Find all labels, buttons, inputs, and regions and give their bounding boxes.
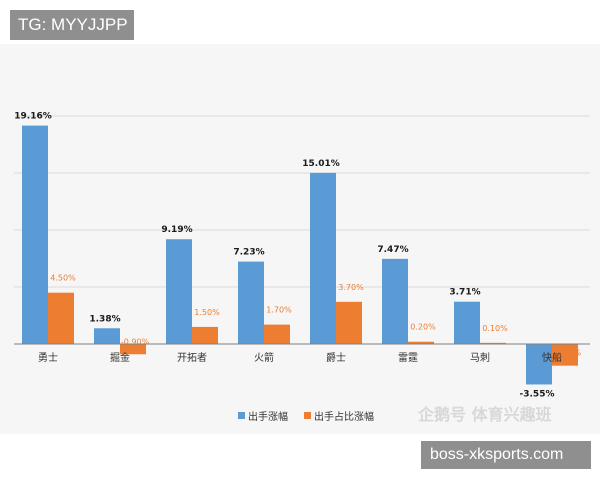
gridlines (14, 115, 590, 288)
data-labels: 19.16% 1.38% 9.19% 7.23% 15.01% 7.47% 3.71% -3.… (14, 112, 581, 400)
data-label-series-2: 0.20% (410, 323, 436, 332)
bar-chart: 19.16% 1.38% 9.19% 7.23% 15.01% 7.47% 3.71% -3.… (14, 112, 590, 424)
bar-2 (480, 342, 506, 344)
bar-1 (526, 344, 552, 385)
data-label-series-2: 4.50% (50, 274, 76, 283)
category-label: 勇士 (38, 351, 58, 364)
legend-swatch-series-1 (238, 412, 245, 419)
category-label: 掘金 (110, 351, 130, 364)
data-label-series-2: 3.70% (338, 283, 364, 292)
legend-label-series-1: 出手涨幅 (248, 410, 288, 423)
data-label-series-1: 7.47% (377, 245, 408, 255)
bar-1 (310, 172, 336, 344)
legend-label-series-2: 出手占比涨幅 (314, 410, 374, 423)
chart-panel: 19.16% 1.38% 9.19% 7.23% 15.01% 7.47% 3.71% -3.… (0, 44, 600, 434)
legend: 出手涨幅 出手占比涨幅 (238, 410, 374, 423)
axis: 勇士 掘金 开拓者 火箭 爵士 雷霆 马刺 快船 (14, 343, 590, 364)
data-label-series-2: 1.70% (266, 306, 292, 315)
data-label-series-1: 15.01% (302, 159, 340, 169)
bar-1 (382, 258, 408, 344)
data-label-series-1: 9.19% (161, 225, 192, 235)
bar-1 (22, 125, 48, 345)
data-label-series-1: 1.38% (89, 314, 120, 324)
category-label: 马刺 (470, 352, 490, 364)
bar-2 (120, 344, 146, 355)
bar-1 (166, 239, 192, 344)
data-label-series-1: 19.16% (14, 112, 52, 122)
bar-2 (48, 292, 74, 344)
bars (22, 125, 578, 385)
category-label: 火箭 (254, 351, 274, 364)
watermark: 企鹅号 体育兴趣班 (417, 405, 552, 424)
category-label: 雷霆 (398, 352, 418, 364)
category-label: 开拓者 (177, 352, 207, 364)
data-label-series-2: 0.10% (482, 324, 508, 333)
bar-2 (336, 301, 362, 344)
data-label-series-1: 3.71% (449, 288, 480, 298)
bar-1 (238, 261, 264, 344)
legend-swatch-series-2 (304, 412, 311, 419)
data-label-series-1: -3.55% (520, 389, 555, 399)
footer-tag: boss-xksports.com (421, 441, 591, 469)
bar-2 (408, 341, 434, 344)
bar-1 (454, 301, 480, 344)
data-label-series-2: -1.90% (553, 349, 582, 358)
data-label-series-2: -0.90% (121, 337, 150, 346)
category-label: 爵士 (326, 351, 346, 364)
data-label-series-2: 1.50% (194, 308, 220, 317)
bar-2 (264, 324, 290, 344)
data-label-series-1: 7.23% (233, 248, 264, 258)
category-label: 快船 (542, 351, 562, 364)
bar-1 (94, 328, 120, 344)
header-tag: TG: MYYJJPP (10, 10, 134, 40)
bar-2 (192, 326, 218, 344)
bar-2 (552, 344, 578, 366)
